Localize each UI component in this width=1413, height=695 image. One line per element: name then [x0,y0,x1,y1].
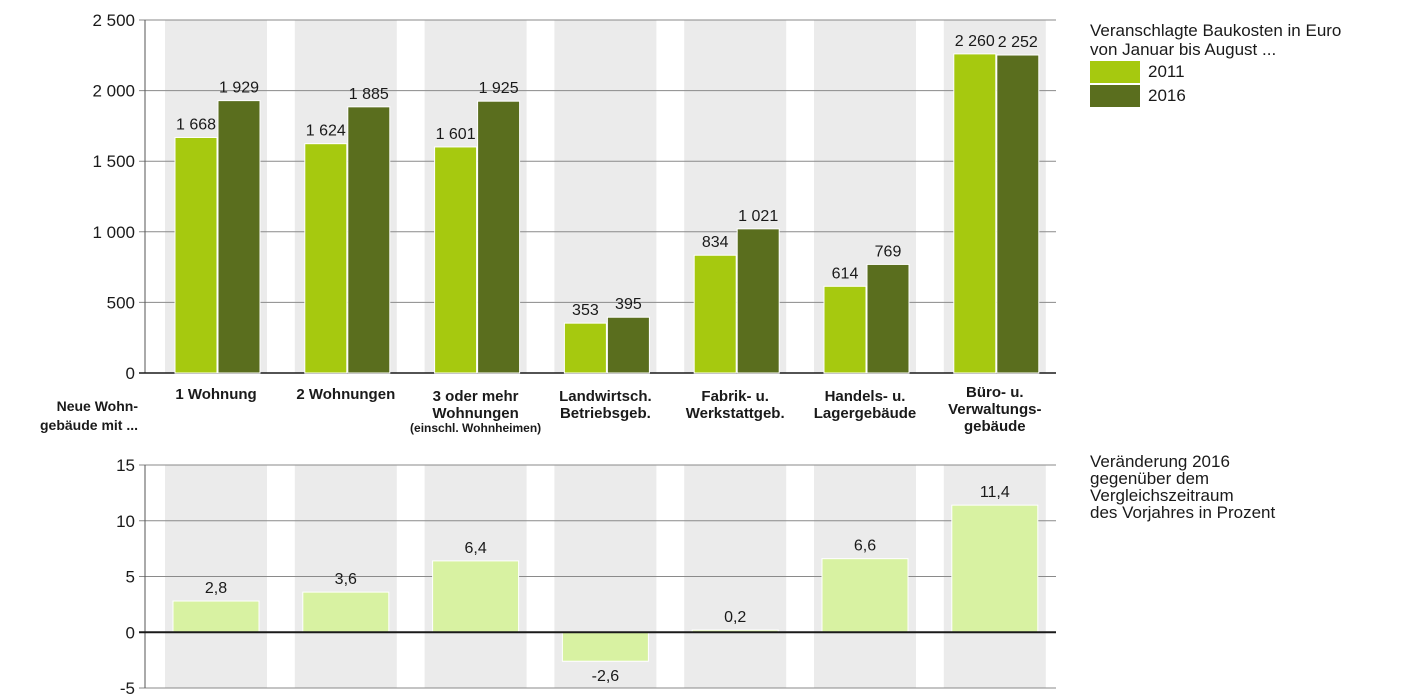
category-label-sub: (einschl. Wohnheimen) [410,421,542,435]
legend-label-2011: 2011 [1148,62,1185,81]
category-label-text: Fabrik- u. Werkstattgeb. [685,388,785,422]
change-bar [951,504,1039,633]
change-bar [432,560,520,633]
bar-label-2011: 1 601 [436,126,476,143]
category-label-text: 2 Wohnungen [296,386,396,403]
legend: Veranschlagte Baukosten in Euro von Janu… [1090,21,1410,107]
change-bar-label: 11,4 [980,484,1010,501]
legend-item-2016: 2016 [1090,85,1410,107]
bottom-y-tick-label: 10 [116,512,135,531]
category-label: 2 Wohnungen [296,386,395,403]
category-label-text: 1 Wohnung [175,386,257,403]
bar-2016 [866,263,910,374]
bar-2011 [953,53,997,374]
bar-2011 [304,143,348,374]
bar-2016 [347,106,391,374]
bar-2016 [606,316,650,374]
bar-2011 [693,254,737,374]
bottom-y-tick-label: 5 [126,568,135,587]
category-label: Handels- u. Lagergebäude [814,388,917,422]
category-label: Landwirtsch. Betriebsgeb. [559,388,652,422]
bar-2016 [996,54,1040,374]
change-bar [172,600,260,633]
category-label-text: Büro- u. Verwaltungs- gebäude [948,384,1042,435]
bar-label-2016: 1 929 [219,80,259,97]
bar-2011 [174,136,218,374]
category-label-text: Landwirtsch. Betriebsgeb. [559,388,652,422]
change-note: Veränderung 2016 gegenüber dem Vergleich… [1090,452,1276,522]
category-label: 1 Wohnung [175,386,256,403]
top-y-tick-label: 0 [126,364,135,383]
bar-label-2016: 1 885 [349,86,389,103]
bar-label-2016: 769 [875,243,902,260]
change-bar [302,591,390,633]
bar-label-2011: 353 [572,302,599,319]
bar-label-2011: 1 624 [306,123,346,140]
change-bar [821,558,909,633]
change-bar-label: 0,2 [724,609,746,626]
legend-swatch-2011 [1090,61,1140,83]
bar-2011 [563,322,607,374]
bar-2011 [434,146,478,374]
top-y-tick-label: 2 500 [92,11,135,30]
top-category-band [554,20,657,373]
bar-label-2016: 395 [615,296,642,313]
legend-swatch-2016 [1090,85,1140,107]
legend-item-2011: 2011 [1090,61,1410,83]
top-y-tick-label: 2 000 [92,82,135,101]
category-label-text: 3 oder mehr Wohnungen [432,388,519,422]
top-y-tick-label: 1 000 [92,223,135,242]
bar-label-2016: 1 925 [479,80,519,97]
bottom-y-tick-label: 15 [116,456,135,475]
bottom-y-tick-label: 0 [126,623,135,642]
bar-2016 [477,100,521,374]
bottom-y-tick-label: -5 [120,679,135,695]
bar-label-2016: 1 021 [738,208,778,225]
bar-label-2011: 1 668 [176,116,216,133]
change-bar [561,631,649,662]
change-bar-label: 3,6 [335,571,357,588]
change-bar-label: -2,6 [592,668,620,685]
change-bar-label: 6,4 [464,540,486,557]
legend-title: Veranschlagte Baukosten in Euro von Janu… [1090,21,1342,59]
category-label: 3 oder mehr Wohnungen (einschl. Wohnheime… [410,388,541,435]
change-bar-label: 6,6 [854,538,876,555]
bar-label-2011: 834 [702,234,729,251]
change-bar-label: 2,8 [205,580,227,597]
bar-label-2011: 2 260 [955,33,995,50]
category-label: Büro- u. Verwaltungs- gebäude [948,384,1041,435]
top-y-tick-label: 1 500 [92,152,135,171]
category-label: Fabrik- u. Werkstattgeb. [686,388,785,422]
bar-2016 [217,100,261,374]
bar-label-2016: 2 252 [998,34,1038,51]
top-y-tick-label: 500 [107,293,135,312]
bar-label-2011: 614 [832,265,859,282]
category-axis-title: Neue Wohn- gebäude mit ... [39,398,138,433]
bar-2016 [736,228,780,374]
legend-label-2016: 2016 [1148,86,1186,105]
category-label-text: Handels- u. Lagergebäude [813,388,917,422]
bar-2011 [823,285,867,374]
